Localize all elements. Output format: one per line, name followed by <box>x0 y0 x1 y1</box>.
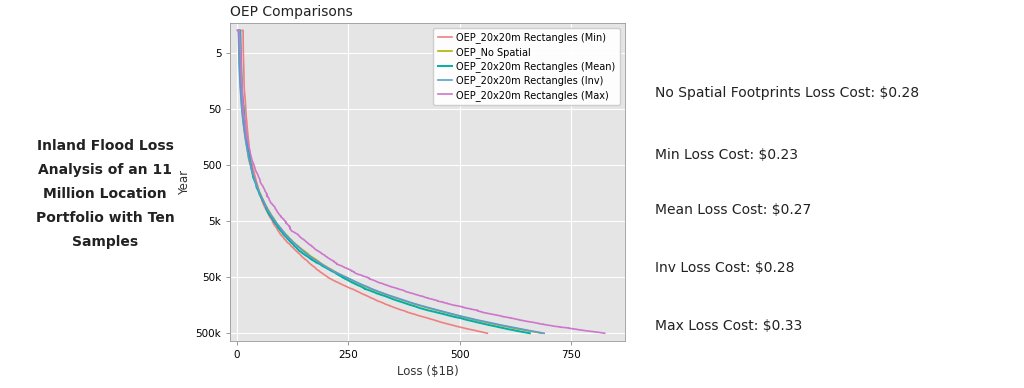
OEP_20x20m Rectangles (Inv) <box>231 28 244 33</box>
X-axis label: Loss ($1B): Loss ($1B) <box>396 365 459 378</box>
OEP_20x20m Rectangles (Max) <box>273 212 286 217</box>
OEP_No Spatial <box>461 316 473 320</box>
OEP_20x20m Rectangles (Max) <box>544 323 556 328</box>
OEP_No Spatial <box>361 285 374 290</box>
OEP_20x20m Rectangles (Inv) <box>311 259 324 263</box>
OEP_20x20m Rectangles (Inv) <box>451 313 463 317</box>
Text: OEP Comparisons: OEP Comparisons <box>230 5 353 19</box>
OEP_20x20m Rectangles (Max) <box>328 259 340 263</box>
OEP_No Spatial <box>494 323 506 328</box>
OEP_20x20m Rectangles (Max) <box>599 331 611 336</box>
OEP_20x20m Rectangles (Max) <box>388 285 400 290</box>
OEP_20x20m Rectangles (Min) <box>421 316 433 320</box>
OEP_20x20m Rectangles (Mean) <box>523 331 536 336</box>
Legend: OEP_20x20m Rectangles (Min), OEP_No Spatial, OEP_20x20m Rectangles (Mean), OEP_2: OEP_20x20m Rectangles (Min), OEP_No Spat… <box>433 28 620 105</box>
OEP_20x20m Rectangles (Max) <box>489 313 502 317</box>
Line: OEP_20x20m Rectangles (Inv): OEP_20x20m Rectangles (Inv) <box>238 30 544 333</box>
Text: Max Loss Cost: $0.33: Max Loss Cost: $0.33 <box>655 319 803 333</box>
OEP_20x20m Rectangles (Mean) <box>356 285 369 290</box>
OEP_20x20m Rectangles (Max) <box>505 316 517 320</box>
OEP_20x20m Rectangles (Inv) <box>264 212 276 217</box>
OEP_20x20m Rectangles (Mean) <box>308 259 321 263</box>
OEP_No Spatial <box>265 212 278 217</box>
Line: OEP_No Spatial: OEP_No Spatial <box>238 30 542 333</box>
OEP_20x20m Rectangles (Min) <box>262 212 274 217</box>
Text: Min Loss Cost: $0.23: Min Loss Cost: $0.23 <box>655 148 799 162</box>
OEP_20x20m Rectangles (Mean) <box>263 212 275 217</box>
Y-axis label: Year: Year <box>178 170 191 195</box>
OEP_20x20m Rectangles (Inv) <box>463 316 475 320</box>
OEP_No Spatial <box>231 28 244 33</box>
Line: OEP_20x20m Rectangles (Min): OEP_20x20m Rectangles (Min) <box>243 30 487 333</box>
OEP_No Spatial <box>536 331 548 336</box>
OEP_20x20m Rectangles (Mean) <box>233 28 246 33</box>
OEP_20x20m Rectangles (Min) <box>301 259 313 263</box>
OEP_20x20m Rectangles (Inv) <box>364 285 376 290</box>
Text: Inland Flood Loss
Analysis of an 11
Million Location
Portfolio with Ten
Samples: Inland Flood Loss Analysis of an 11 Mill… <box>36 139 174 249</box>
OEP_20x20m Rectangles (Min) <box>411 313 423 317</box>
OEP_20x20m Rectangles (Inv) <box>497 323 509 328</box>
Line: OEP_20x20m Rectangles (Max): OEP_20x20m Rectangles (Max) <box>238 30 605 333</box>
OEP_20x20m Rectangles (Mean) <box>484 323 497 328</box>
OEP_No Spatial <box>312 259 325 263</box>
OEP_20x20m Rectangles (Inv) <box>538 331 550 336</box>
OEP_20x20m Rectangles (Max) <box>231 28 244 33</box>
OEP_No Spatial <box>449 313 461 317</box>
Line: OEP_20x20m Rectangles (Mean): OEP_20x20m Rectangles (Mean) <box>240 30 529 333</box>
Text: No Spatial Footprints Loss Cost: $0.28: No Spatial Footprints Loss Cost: $0.28 <box>655 86 920 100</box>
OEP_20x20m Rectangles (Min) <box>447 323 460 328</box>
OEP_20x20m Rectangles (Min) <box>237 28 249 33</box>
Text: Inv Loss Cost: $0.28: Inv Loss Cost: $0.28 <box>655 261 795 275</box>
OEP_20x20m Rectangles (Min) <box>342 285 354 290</box>
OEP_20x20m Rectangles (Mean) <box>455 316 467 320</box>
OEP_20x20m Rectangles (Mean) <box>441 313 454 317</box>
Text: Mean Loss Cost: $0.27: Mean Loss Cost: $0.27 <box>655 203 812 217</box>
OEP_20x20m Rectangles (Min) <box>481 331 494 336</box>
